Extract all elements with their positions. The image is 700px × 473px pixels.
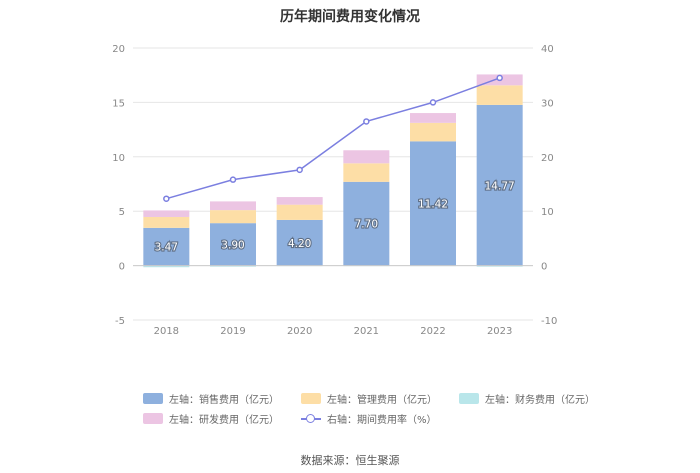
legend-label-sales: 左轴：销售费用（亿元） — [169, 395, 279, 406]
legend-item-sales[interactable]: 左轴：销售费用（亿元） — [143, 391, 279, 406]
legend-swatch-rate — [301, 413, 321, 424]
left-axis-tick-label: -5 — [115, 316, 125, 327]
bar-data-label: 7.70 — [355, 219, 378, 231]
bar-admin — [143, 216, 190, 228]
x-axis-tick-label: 2019 — [220, 326, 245, 337]
legend-item-admin[interactable]: 左轴：管理费用（亿元） — [301, 391, 437, 406]
bar-rnd — [210, 201, 256, 211]
legend-item-finance[interactable]: 左轴：财务费用（亿元） — [459, 391, 595, 406]
legend-label-rate: 右轴：期间费用率（%） — [327, 415, 437, 426]
line-point — [429, 99, 437, 106]
x-axis-tick-label: 2020 — [287, 326, 312, 337]
bar-data-label: 11.42 — [418, 198, 448, 210]
bar-finance — [210, 265, 256, 267]
left-axis-tick-label: 0 — [119, 262, 125, 273]
legend-swatch-finance — [459, 393, 479, 404]
left-axis-tick-label: 5 — [119, 207, 125, 218]
right-axis-tick-label: 30 — [541, 98, 554, 109]
left-axis-tick-label: 10 — [112, 153, 125, 164]
bar-data-label: 14.77 — [485, 180, 515, 192]
legend-item-rate[interactable]: 右轴：期间费用率（%） — [301, 411, 437, 426]
left-axis-tick-label: 15 — [112, 98, 125, 109]
bar-rnd — [410, 113, 456, 123]
data-source: 数据来源：恒生聚源 — [300, 454, 400, 467]
bar-data-label: 3.90 — [221, 239, 244, 251]
bar-sales — [343, 181, 390, 266]
bar-rnd — [276, 197, 323, 205]
legend-swatch-sales — [143, 393, 163, 404]
x-axis-tick-label: 2023 — [487, 326, 512, 337]
legend-swatch-admin — [301, 393, 321, 404]
line-point — [363, 118, 370, 125]
chart-title: 历年期间费用变化情况 — [280, 9, 420, 25]
legend-item-rnd[interactable]: 左轴：研发费用（亿元） — [143, 411, 279, 426]
bar-sales — [410, 141, 456, 266]
x-axis-tick-label: 2022 — [420, 326, 445, 337]
bar-sales — [210, 223, 256, 266]
bar-sales — [143, 227, 190, 266]
left-axis-tick-label: 20 — [112, 44, 125, 55]
right-axis-tick-label: 40 — [541, 44, 554, 55]
right-axis-tick-label: 10 — [541, 207, 554, 218]
bar-sales — [276, 219, 323, 266]
legend-label-admin: 左轴：管理费用（亿元） — [327, 395, 437, 406]
bar-data-label: 3.47 — [155, 242, 178, 254]
bar-admin — [476, 85, 523, 105]
legend-label-finance: 左轴：财务费用（亿元） — [485, 395, 595, 406]
legend-row-1: 左轴：销售费用（亿元） 左轴：管理费用（亿元） 左轴：财务费用（亿元） — [143, 391, 595, 406]
bar-admin — [343, 163, 390, 182]
line-point — [496, 74, 503, 82]
bar-sales — [476, 104, 523, 266]
line-point — [296, 166, 303, 174]
bar-admin — [276, 204, 323, 220]
bar-finance — [143, 265, 190, 268]
bar-rnd — [143, 210, 190, 217]
legend-swatch-rnd — [143, 413, 163, 424]
bar-finance — [476, 265, 523, 267]
legend-label-rnd: 左轴：研发费用（亿元） — [169, 415, 279, 426]
x-axis-tick-label: 2021 — [354, 326, 379, 337]
right-axis-tick-label: -10 — [541, 316, 557, 327]
bar-rnd — [343, 150, 390, 164]
line-rate — [166, 77, 500, 200]
bar-admin — [410, 122, 456, 142]
right-axis-tick-label: 0 — [541, 262, 547, 273]
legend-row-2: 左轴：研发费用（亿元） 右轴：期间费用率（%） — [143, 411, 437, 426]
bar-data-label: 4.20 — [288, 238, 311, 250]
bar-admin — [210, 210, 256, 224]
line-point — [163, 195, 170, 202]
right-axis-tick-label: 20 — [541, 153, 554, 164]
x-axis-tick-label: 2018 — [154, 326, 179, 337]
line-point — [229, 176, 237, 183]
